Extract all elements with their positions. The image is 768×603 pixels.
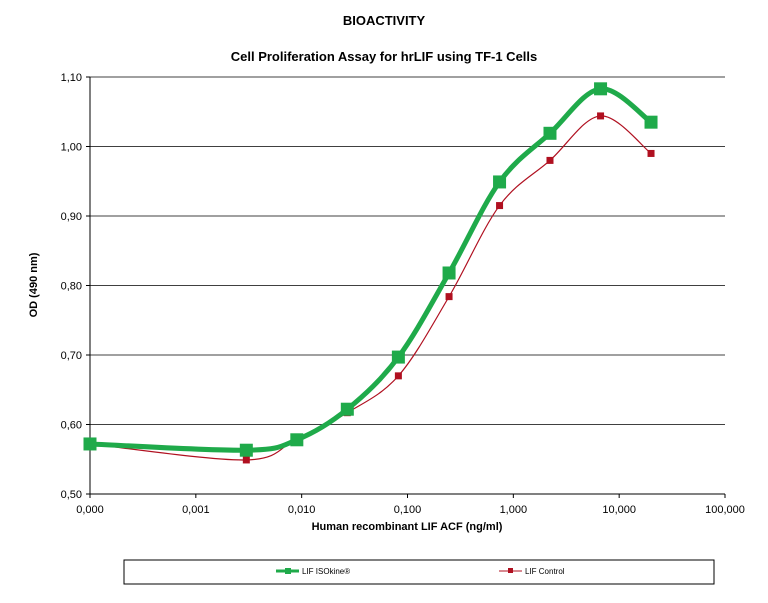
- data-point-control: [647, 149, 655, 157]
- x-tick-label: 0,100: [394, 504, 422, 516]
- data-point-isokine: [83, 437, 97, 451]
- y-tick-labels: 0,50 0,60 0,70 0,80 0,90 1,00 1,10: [61, 72, 82, 501]
- data-point-control: [546, 156, 554, 164]
- x-tick-labels: 0,000 0,001 0,010 0,100 1,000 10,000 100,000: [76, 504, 745, 516]
- series-isokine: [83, 82, 658, 457]
- data-point-isokine: [290, 433, 304, 447]
- x-tick-label: 1,000: [500, 504, 528, 516]
- axes: [86, 76, 726, 498]
- series-line-control: [89, 115, 652, 461]
- x-tick-label: 100,000: [705, 504, 745, 516]
- legend-box: [123, 559, 715, 585]
- legend-label-isokine: LIF ISOkine®: [302, 567, 350, 576]
- y-axis-label: OD (490 nm): [28, 252, 40, 317]
- data-point-isokine: [391, 350, 405, 364]
- legend-item-control: LIF Control: [499, 567, 565, 576]
- y-tick-label: 1,00: [61, 142, 82, 154]
- x-axis-label: Human recombinant LIF ACF (ng/ml): [312, 521, 503, 533]
- data-point-control: [597, 112, 605, 120]
- data-point-control: [394, 372, 402, 380]
- y-tick-label: 0,80: [61, 281, 82, 293]
- series-layer: [83, 82, 658, 464]
- data-point-isokine: [594, 82, 608, 96]
- data-point-isokine: [543, 126, 557, 140]
- data-point-isokine: [493, 175, 507, 189]
- y-tick-label: 1,10: [61, 72, 82, 84]
- legend-marker-control: [508, 568, 513, 573]
- y-tick-label: 0,90: [61, 211, 82, 223]
- x-tick-label: 0,001: [182, 504, 210, 516]
- series-line-isokine: [89, 86, 653, 453]
- data-point-isokine: [644, 115, 658, 129]
- gridlines: [90, 76, 725, 425]
- chart-title: BIOACTIVITY: [343, 13, 426, 28]
- data-point-control: [496, 202, 504, 210]
- x-tick-label: 0,000: [76, 504, 104, 516]
- y-tick-label: 0,50: [61, 489, 82, 501]
- series-control: [86, 112, 655, 464]
- data-point-isokine: [340, 402, 354, 416]
- legend-marker-isokine: [285, 568, 291, 574]
- legend-label-control: LIF Control: [525, 567, 565, 576]
- x-tick-label: 0,010: [288, 504, 316, 516]
- y-tick-label: 0,60: [61, 420, 82, 432]
- chart-subtitle: Cell Proliferation Assay for hrLIF using…: [231, 49, 538, 64]
- data-point-control: [242, 456, 250, 464]
- y-tick-label: 0,70: [61, 350, 82, 362]
- x-tick-label: 10,000: [602, 504, 636, 516]
- legend-item-isokine: LIF ISOkine®: [276, 567, 350, 576]
- data-point-isokine: [442, 266, 456, 280]
- data-point-isokine: [239, 443, 253, 457]
- data-point-control: [445, 293, 453, 301]
